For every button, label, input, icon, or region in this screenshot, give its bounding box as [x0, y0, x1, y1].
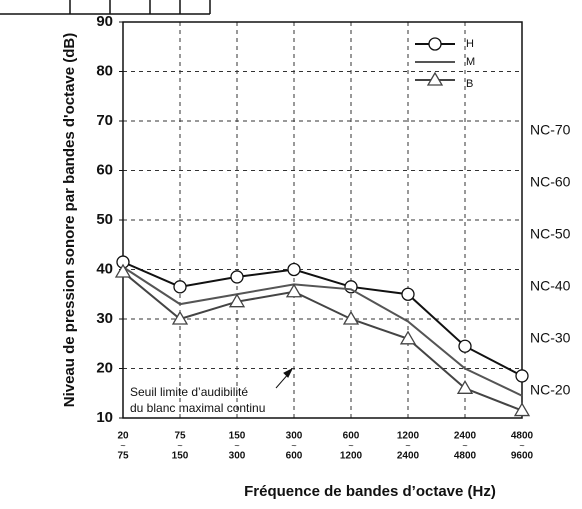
- x-tick-separator: ~: [291, 440, 296, 450]
- y-tick-label: 70: [96, 112, 113, 129]
- x-tick-separator: ~: [234, 440, 239, 450]
- series-line: [122, 261, 523, 377]
- y-tick-label: 60: [96, 161, 113, 178]
- point: [513, 402, 531, 417]
- nc-label: NC-60: [530, 174, 571, 190]
- y-tick-label: 90: [96, 13, 113, 30]
- point: [428, 37, 442, 51]
- point: [228, 293, 246, 308]
- nc-label: NC-20: [530, 382, 571, 398]
- x-tick-separator: ~: [519, 440, 524, 450]
- x-tick-separator: ~: [120, 440, 125, 450]
- x-tick-label: 300: [229, 451, 246, 462]
- point: [426, 71, 444, 86]
- y-tick-label: 50: [96, 211, 113, 228]
- nc-label: NC-30: [530, 330, 571, 346]
- nc-label: NC-50: [530, 226, 571, 242]
- point: [399, 330, 417, 345]
- nc-label: NC-70: [530, 122, 571, 138]
- x-tick-separator: ~: [462, 440, 467, 450]
- y-tick-label: 30: [96, 310, 113, 327]
- point: [515, 369, 529, 383]
- x-tick-separator: ~: [348, 440, 353, 450]
- x-tick-label: 75: [174, 431, 186, 442]
- x-tick-label: 2400: [454, 431, 477, 442]
- x-tick-label: 150: [172, 451, 189, 462]
- point: [458, 339, 472, 353]
- x-tick-label: 300: [286, 431, 303, 442]
- x-tick-label: 9600: [511, 451, 534, 462]
- legend-label: H: [466, 38, 474, 50]
- y-axis-title: Niveau de pression sonore par bandes d'o…: [61, 33, 78, 408]
- x-tick-label: 1200: [397, 431, 420, 442]
- nc-label: NC-40: [530, 278, 571, 294]
- series-line: [122, 271, 523, 412]
- point: [114, 263, 132, 278]
- point: [456, 380, 474, 394]
- x-tick-label: 4800: [454, 451, 477, 462]
- x-tick-label: 2400: [397, 451, 420, 462]
- point: [401, 287, 415, 301]
- point: [287, 262, 301, 277]
- y-tick-label: 10: [96, 409, 113, 426]
- y-tick-label: 80: [96, 62, 113, 79]
- legend-label: B: [466, 78, 473, 90]
- x-axis-title: Fréquence de bandes d’octave (Hz): [244, 483, 496, 500]
- annotation: Seuil limite d’audibilité: [130, 385, 248, 399]
- x-tick-label: 1200: [340, 451, 363, 462]
- y-tick-label: 20: [96, 359, 113, 376]
- point: [342, 310, 360, 325]
- table-fragment: [0, 0, 211, 15]
- y-tick-label: 40: [96, 260, 113, 277]
- x-tick-label: 600: [343, 431, 360, 442]
- x-tick-label: 20: [117, 431, 129, 442]
- annotation-arrow: [275, 367, 294, 389]
- x-tick-separator: ~: [177, 440, 182, 450]
- legend-label: M: [466, 56, 475, 68]
- annotation: du blanc maximal continu: [130, 401, 265, 415]
- point: [230, 270, 244, 284]
- point: [171, 310, 189, 325]
- x-tick-label: 75: [117, 451, 129, 462]
- series-line: [122, 266, 523, 397]
- plot-frame: [122, 21, 523, 419]
- x-tick-label: 150: [229, 431, 246, 442]
- point: [173, 280, 187, 294]
- point: [285, 283, 303, 298]
- x-tick-separator: ~: [405, 440, 410, 450]
- x-tick-label: 4800: [511, 431, 534, 442]
- x-tick-label: 600: [286, 451, 303, 462]
